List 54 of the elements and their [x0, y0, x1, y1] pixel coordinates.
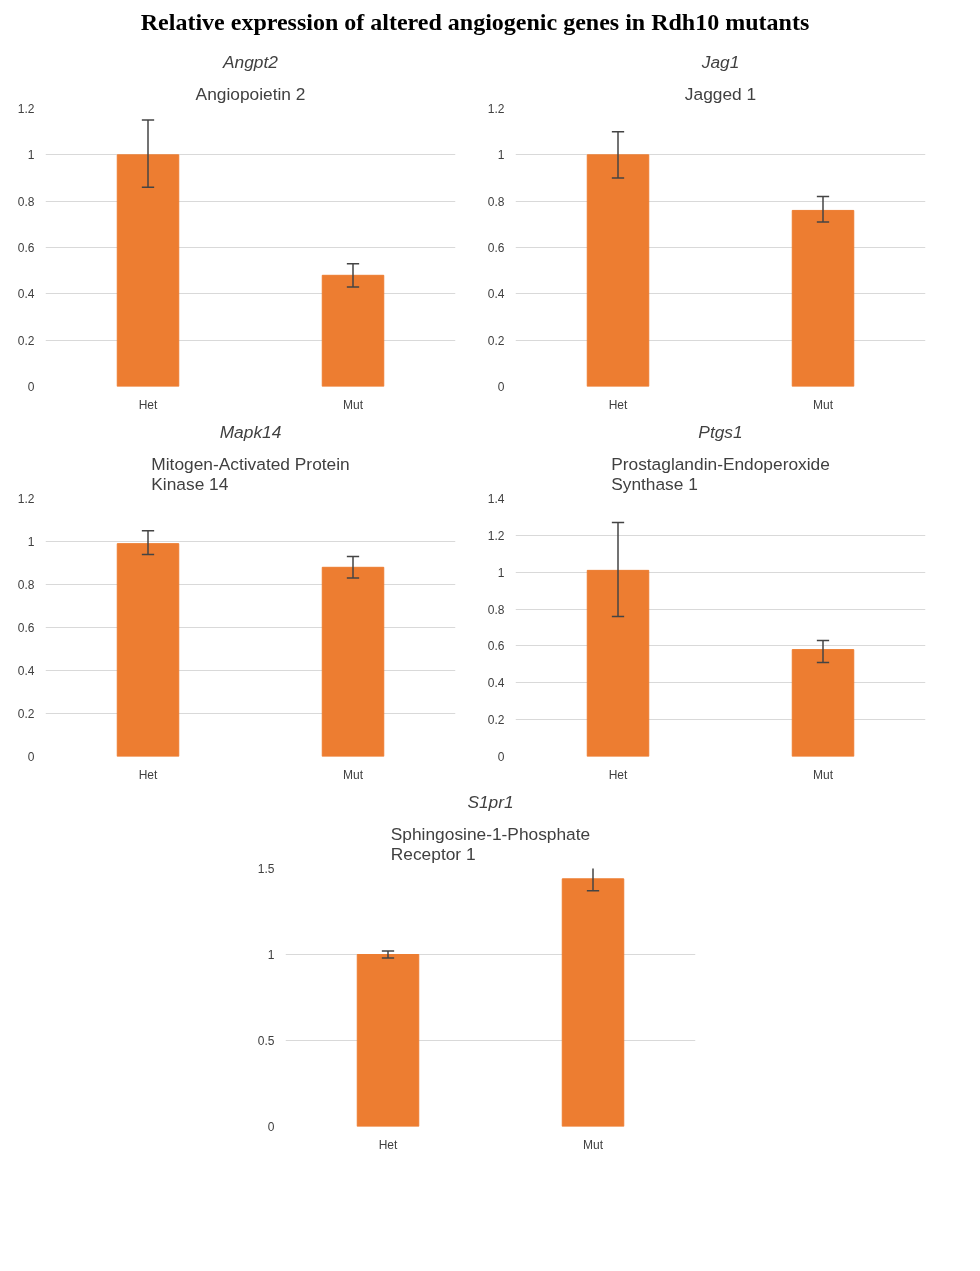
y-tick-label: 0.8 [17, 194, 35, 209]
x-tick-label: Het [378, 1137, 398, 1152]
y-tick-label: 0.8 [487, 602, 505, 617]
y-tick-label: 0 [27, 380, 35, 395]
chart-title: Mapk14 [219, 421, 282, 442]
y-tick-label: 0.2 [487, 713, 505, 728]
y-tick-label: 0.8 [487, 194, 505, 209]
x-tick-label: Mut [343, 397, 364, 412]
y-tick-label: 0 [27, 750, 35, 765]
y-tick-label: 1 [267, 948, 275, 963]
x-tick-label: Het [608, 767, 628, 782]
y-tick-label: 1.2 [17, 492, 35, 507]
y-tick-label: 0 [267, 1120, 275, 1135]
chart-title: Jag1 [700, 51, 740, 72]
x-tick-label: Mut [813, 767, 834, 782]
x-tick-label: Het [138, 397, 158, 412]
y-tick-label: 0.6 [17, 241, 35, 256]
x-tick-label: Het [608, 397, 628, 412]
y-tick-label: 1 [497, 566, 505, 580]
y-tick-label: 0.2 [17, 707, 35, 722]
x-tick-label: Mut [343, 767, 364, 782]
y-tick-label: 1.2 [487, 529, 505, 544]
y-tick-label: 0.2 [487, 333, 505, 348]
y-tick-label: 1.2 [487, 102, 505, 117]
y-tick-label: 0.6 [17, 621, 35, 636]
chart-subtitle: Jagged 1 [684, 83, 757, 104]
y-tick-label: 0 [497, 750, 505, 765]
y-tick-label: 0.6 [487, 241, 505, 256]
y-tick-label: 1.5 [257, 862, 275, 877]
chart-subtitle: Angiopoietin 2 [195, 83, 306, 104]
y-tick-label: 1 [27, 535, 35, 550]
x-tick-label: Het [138, 767, 158, 782]
y-tick-label: 1.2 [17, 102, 35, 117]
text: Relative expression of altered angiogenic genes in Rdh10 mutants [140, 9, 810, 35]
y-tick-label: 0 [497, 380, 505, 395]
chart-title: S1pr1 [467, 791, 514, 812]
chart-subtitle: Prostaglandin-Endoperoxide Synthase 1 [611, 453, 830, 494]
x-tick-label: Mut [583, 1137, 604, 1152]
y-tick-label: 0.2 [17, 333, 35, 348]
chart-subtitle: Sphingosine-1-Phosphate Receptor 1 [390, 823, 591, 864]
y-tick-label: 0.5 [257, 1034, 275, 1049]
y-tick-label: 1.4 [487, 492, 505, 507]
y-tick-label: 0.4 [17, 664, 35, 679]
y-tick-label: 0.8 [17, 578, 35, 593]
y-tick-label: 0.6 [487, 639, 505, 654]
y-tick-label: 0.4 [17, 287, 35, 302]
chart-title: Ptgs1 [698, 421, 743, 442]
y-tick-label: 0.4 [487, 676, 505, 691]
chart-subtitle: Mitogen-Activated Protein Kinase 14 [151, 453, 350, 494]
y-tick-label: 0.4 [487, 287, 505, 302]
y-tick-label: 1 [27, 148, 35, 163]
x-tick-label: Mut [813, 397, 834, 412]
y-tick-label: 1 [497, 148, 505, 163]
chart-title: Angpt2 [222, 51, 279, 72]
